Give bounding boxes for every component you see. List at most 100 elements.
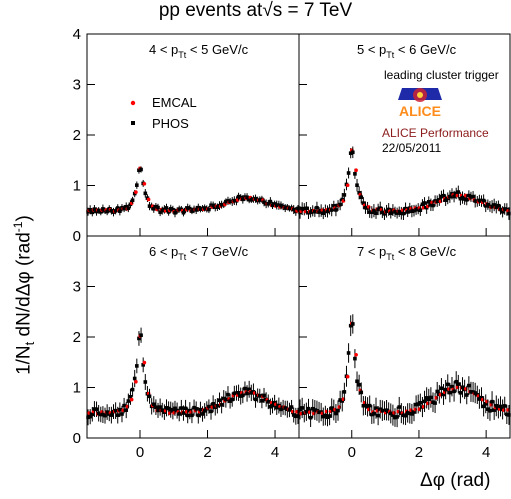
phos-point <box>130 387 135 392</box>
phos-point <box>279 407 283 412</box>
phos-point <box>458 196 463 201</box>
phos-point <box>118 407 122 412</box>
phos-point <box>365 405 370 409</box>
legend-emcal-marker <box>130 100 136 106</box>
phos-point <box>403 413 408 418</box>
phos-point <box>190 413 194 418</box>
phos-point <box>268 199 273 204</box>
phos-point <box>249 391 254 395</box>
phos-point <box>175 408 179 413</box>
phos-point <box>401 211 406 216</box>
phos-point <box>388 211 393 216</box>
emcal-point <box>354 168 358 173</box>
phos-point <box>243 386 247 391</box>
phos-point <box>456 382 461 386</box>
phos-point <box>448 390 452 395</box>
phos-point <box>156 408 160 413</box>
phos-point <box>291 207 296 212</box>
panel-4: 7 < pTt < 8 GeV/c 0 2 4 <box>298 235 511 461</box>
phos-point <box>388 411 393 416</box>
phos-point <box>414 207 418 212</box>
phos-point <box>479 395 484 400</box>
phos-point <box>105 410 109 414</box>
phos-point <box>109 209 114 213</box>
phos-point <box>94 209 99 214</box>
phos-point <box>270 403 275 408</box>
phos-point <box>168 207 173 211</box>
phos-point <box>346 171 351 175</box>
panel-3: 6 < pTt < 7 GeV/c 0 2 4 0 1 2 3 <box>73 235 300 461</box>
phos-point <box>422 201 427 205</box>
phos-point <box>179 406 184 410</box>
phos-point <box>247 387 251 392</box>
phos-point <box>166 406 171 411</box>
phos-point <box>439 194 444 199</box>
panel-label-post: < 6 GeV/c <box>394 42 456 57</box>
emcal-point <box>129 397 134 402</box>
phos-point <box>405 411 410 415</box>
phos-point <box>471 194 475 199</box>
phos-point <box>224 397 228 402</box>
phos-point <box>458 391 463 395</box>
alice-performance-label: ALICE Performance <box>382 126 489 140</box>
phos-point <box>467 383 471 388</box>
phos-point <box>502 404 507 408</box>
phos-point <box>101 207 105 211</box>
phos-point <box>183 406 188 411</box>
panel-label-pre: 4 < p <box>149 42 178 57</box>
emcal-point <box>345 374 350 379</box>
phos-point <box>454 379 458 384</box>
phos-point <box>445 382 450 387</box>
phos-point <box>300 406 304 410</box>
phos-point <box>327 414 332 418</box>
y-tick-label: 2 <box>73 127 81 144</box>
legend-phos-label: PHOS <box>152 116 189 131</box>
phos-point <box>391 413 395 417</box>
phos-point <box>490 204 494 209</box>
phos-point <box>321 414 326 419</box>
alice-date-label: 22/05/2011 <box>382 141 441 155</box>
phos-point <box>418 208 423 213</box>
phos-point <box>154 405 158 410</box>
phos-point <box>179 207 184 212</box>
phos-point <box>141 363 145 367</box>
y-tick-label: 0 <box>73 430 81 447</box>
phos-point <box>274 203 279 207</box>
y-tick-label: 3 <box>73 279 81 296</box>
phos-point <box>88 207 92 212</box>
phos-point <box>158 405 162 409</box>
phos-point <box>289 405 294 409</box>
phos-point <box>412 410 416 414</box>
phos-point <box>253 397 258 402</box>
phos-point <box>348 323 353 328</box>
phos-point <box>94 407 99 412</box>
phos-point <box>355 379 359 384</box>
phos-point <box>194 208 198 212</box>
phos-point <box>384 209 389 214</box>
phos-point <box>158 210 162 214</box>
phos-point <box>304 206 309 211</box>
phos-point <box>395 415 399 419</box>
phos-point <box>190 209 194 213</box>
phos-point <box>342 390 347 394</box>
y-tick-label: 1 <box>73 178 81 195</box>
phos-point <box>249 198 254 202</box>
phos-point <box>395 211 399 215</box>
phos-point <box>151 402 156 407</box>
phos-point <box>376 413 380 418</box>
phos-point <box>139 333 143 338</box>
phos-point <box>236 194 241 199</box>
phos-point <box>202 206 207 210</box>
phos-point <box>306 406 311 411</box>
phos-point <box>162 410 167 414</box>
phos-point <box>122 206 126 211</box>
phos-point <box>283 206 288 210</box>
x-tick-label: 4 <box>482 444 490 461</box>
phos-point <box>460 195 465 200</box>
phos-point <box>188 408 192 413</box>
phos-point <box>245 391 249 396</box>
phos-point <box>323 413 328 418</box>
phos-point <box>496 203 501 208</box>
